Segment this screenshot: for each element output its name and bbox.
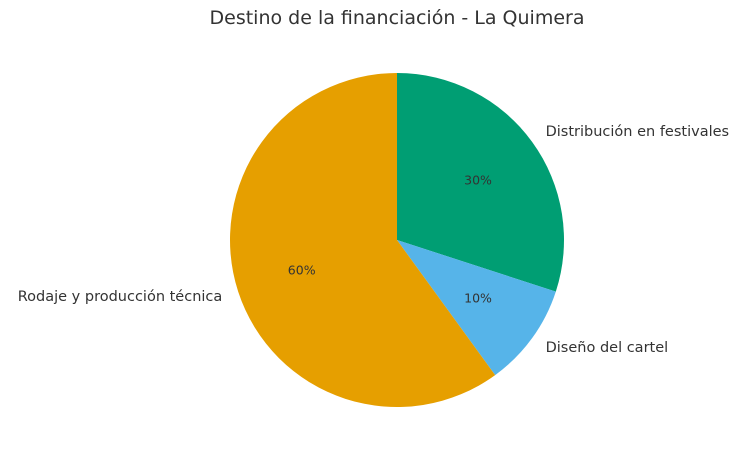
slice-label: Rodaje y producción técnica xyxy=(18,289,223,305)
pie-slice xyxy=(397,240,556,376)
slice-percent-label: 60% xyxy=(288,262,316,277)
slice-label: Diseño del cartel xyxy=(546,340,669,356)
chart-title: Destino de la financiación - La Quimera xyxy=(210,7,585,29)
pie-labels: Distribución en festivales 30% Diseño del … xyxy=(18,124,729,356)
pie-slice xyxy=(397,73,564,292)
pie-slice xyxy=(230,73,496,407)
slice-percent-label: 10% xyxy=(464,290,492,305)
slice-label: Distribución en festivales xyxy=(546,124,729,140)
pie-slices xyxy=(230,73,564,407)
slice-percent-label: 30% xyxy=(464,173,492,188)
